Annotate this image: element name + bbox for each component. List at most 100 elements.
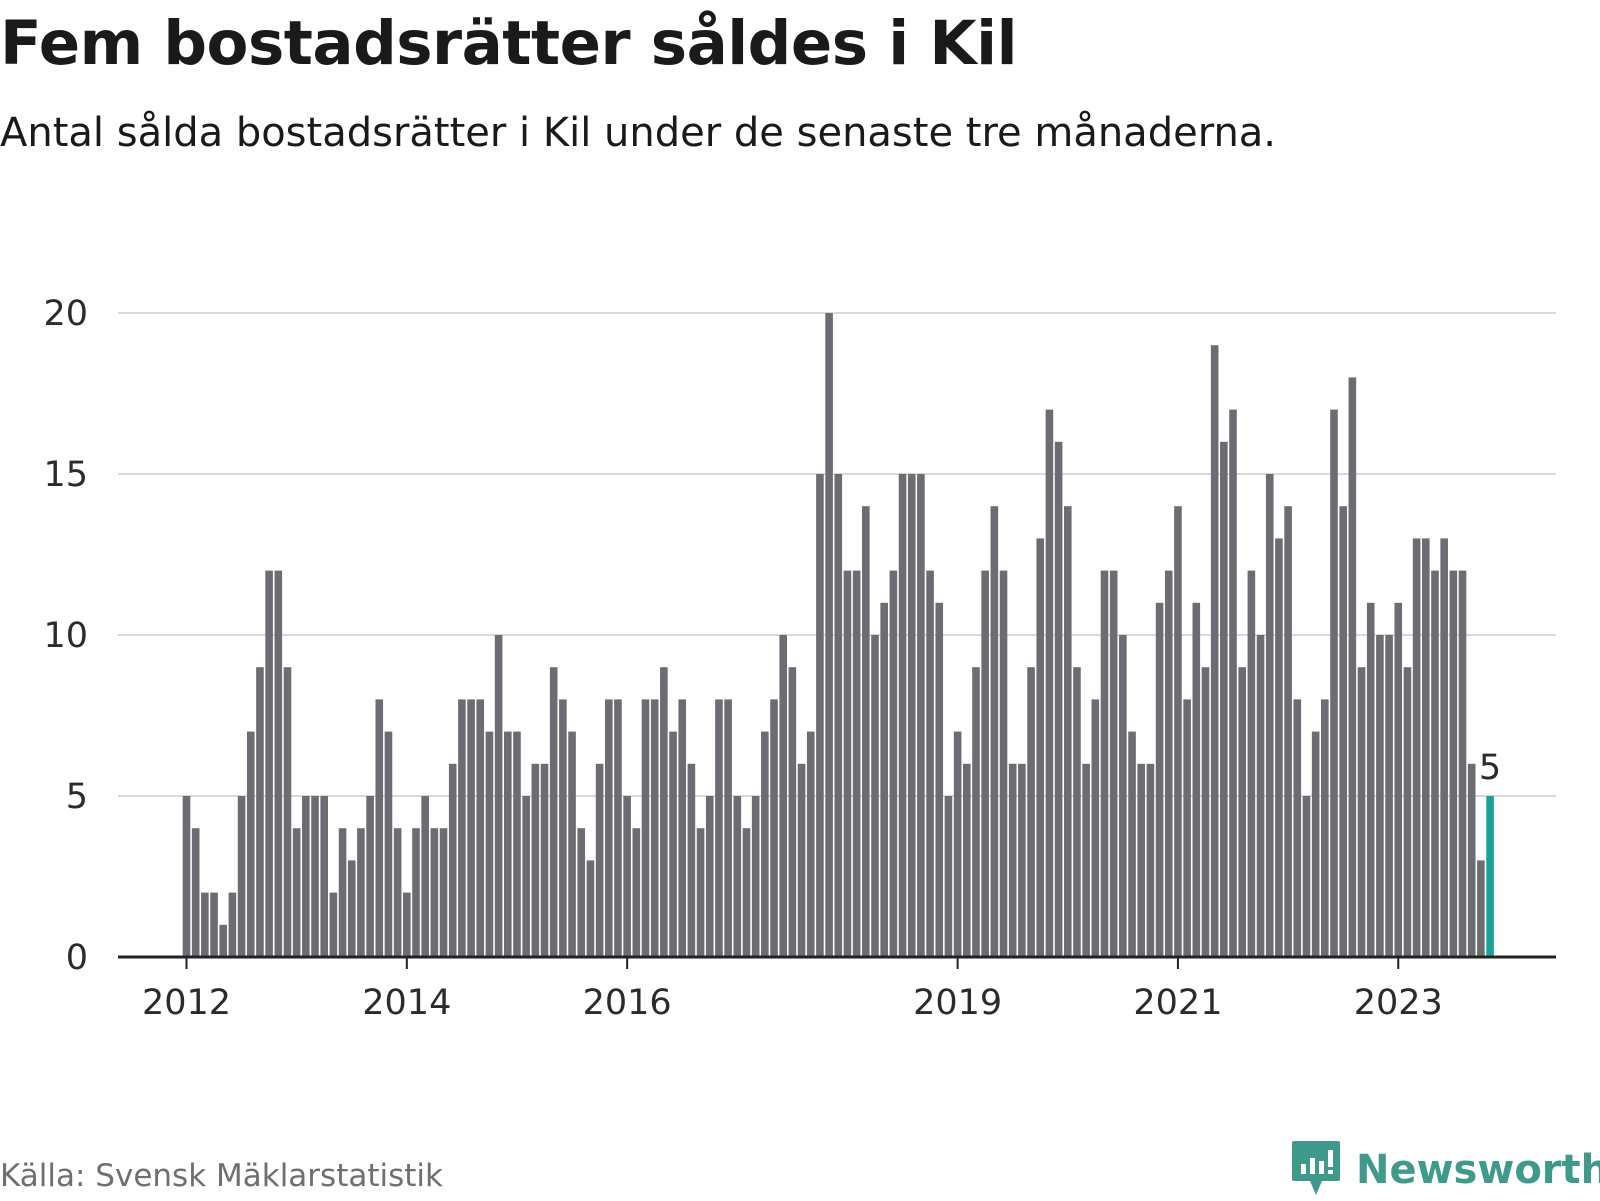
bar [669,731,677,957]
newsworthy-chart-bubble-icon [1290,1139,1342,1201]
bar [283,667,292,957]
bar [1036,538,1045,957]
bar [1155,602,1164,957]
bar [1201,667,1210,957]
bar [623,796,631,957]
bar [660,667,668,957]
bar [586,860,595,957]
x-tick-label: 2016 [583,983,672,1023]
bar [366,796,374,957]
bar [522,796,530,957]
bar [246,731,255,957]
bar [513,731,521,957]
last-value-label: 5 [1479,748,1501,788]
bar [412,828,420,957]
bar [1440,538,1448,957]
bar [1082,763,1090,957]
bar [1137,763,1146,957]
bar [540,763,549,957]
bar [1073,667,1081,957]
bar [357,828,365,957]
bar [1385,635,1393,957]
bar [724,699,732,957]
bar [779,635,787,957]
bar [1018,763,1026,957]
bar [1293,699,1302,957]
bar [678,699,687,957]
bar [265,570,273,957]
y-tick-label: 0 [66,938,88,978]
bar [1394,602,1403,957]
bar [1458,570,1467,957]
bar [228,892,237,957]
bar [852,570,861,957]
brand-name: Newsworthy [1356,1147,1600,1193]
bars [182,313,1494,958]
x-tick-label: 2014 [362,983,451,1023]
bar [531,763,540,957]
bar [504,731,512,957]
bar [705,796,714,957]
bar [1247,570,1256,957]
bar [1146,763,1155,957]
bar [1256,635,1265,957]
bar [1376,635,1384,957]
bar [320,796,328,957]
bar [191,828,200,957]
bar [549,667,558,957]
bar [614,699,622,957]
bar [981,570,989,957]
x-tick-label: 2023 [1354,983,1443,1023]
bar [1403,667,1412,957]
bar [632,828,641,957]
annotations: 5 [1479,748,1501,788]
bar [843,570,852,957]
bar [430,828,439,957]
bar [1311,731,1320,957]
bar [1339,506,1347,957]
bar [650,699,659,957]
bar [926,570,934,957]
brand-logo[interactable]: Newsworthy [1290,1140,1600,1200]
bar [1119,635,1127,957]
bar [1275,538,1283,957]
bar [1229,409,1237,958]
bar [806,731,815,957]
chart-title: Fem bostadsrätter såldes i Kil [0,8,1018,79]
bar [292,828,301,957]
bar [1054,441,1063,957]
bar [1265,474,1274,957]
bar [476,699,485,957]
bar [917,474,925,957]
bar [1008,763,1017,957]
bar [788,667,797,957]
bar [1045,409,1054,958]
bar [1238,667,1246,957]
y-tick-label: 10 [43,616,88,656]
bar [1467,763,1476,957]
bar [1449,570,1458,957]
bar [889,570,898,957]
bar [1477,860,1485,957]
bar [384,731,393,957]
x-tick-label: 2019 [913,983,1002,1023]
bar [1174,506,1182,957]
x-axis-ticks: 2012 2014 2016 2019 2021 2023 [142,957,1443,1023]
bar [770,699,778,957]
bar [1321,699,1329,957]
bar [797,763,806,957]
bar [403,892,411,957]
bar [485,731,494,957]
bar [595,763,604,957]
bar [761,731,769,957]
highlight-bar [1486,796,1494,957]
bar [1109,570,1118,957]
bar [311,796,319,957]
bar [733,796,742,957]
bar [329,892,338,957]
bar [1027,667,1035,957]
bar [577,828,586,957]
bar [448,763,457,957]
bar [1063,506,1072,957]
x-tick-label: 2012 [142,983,231,1023]
